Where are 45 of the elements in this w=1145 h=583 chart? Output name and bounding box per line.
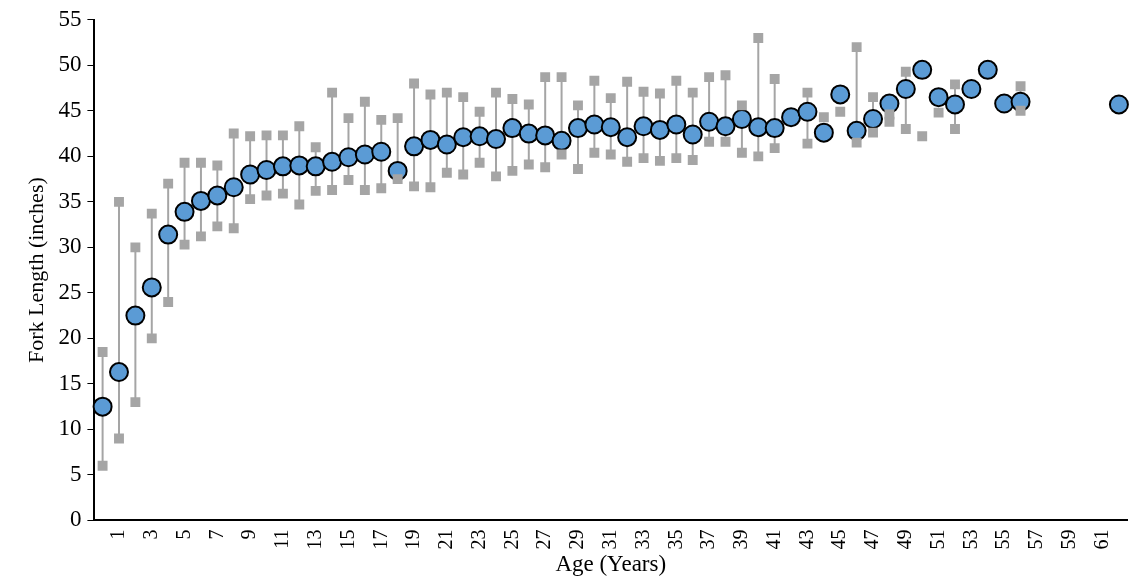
x-tick-label: 51: [925, 529, 948, 550]
y-tick-label: 55: [58, 5, 82, 31]
x-tick-label: 53: [958, 529, 981, 550]
x-tick-label: 29: [565, 529, 588, 550]
x-tick-label: 45: [827, 529, 850, 550]
x-tick-label: 7: [204, 529, 227, 540]
x-tick-label: 13: [302, 529, 325, 550]
x-tick-label: 49: [893, 529, 916, 550]
y-tick-label: 45: [58, 96, 82, 122]
y-tick-label: 50: [58, 51, 82, 77]
y-tick-label: 30: [58, 233, 82, 259]
x-tick-label: 17: [368, 529, 391, 550]
x-tick-label: 57: [1024, 529, 1047, 550]
x-tick-label: 35: [663, 529, 686, 550]
x-tick-label: 39: [729, 529, 752, 550]
x-tick-label: 25: [499, 529, 522, 550]
x-tick-label: 37: [696, 529, 719, 550]
x-tick-label: 47: [860, 529, 883, 550]
x-tick-label: 3: [139, 529, 162, 540]
y-tick-label: 10: [58, 415, 82, 441]
x-tick-label: 33: [630, 529, 653, 550]
x-tick-label: 31: [598, 529, 620, 550]
y-tick-label: 40: [58, 142, 82, 168]
y-tick-label: 35: [58, 187, 82, 213]
y-tick-label: 0: [69, 506, 82, 532]
x-tick-label: 19: [401, 529, 424, 550]
y-tick-label: 25: [58, 278, 82, 304]
y-tick-label: 15: [58, 369, 82, 395]
x-tick-label: 5: [171, 529, 194, 540]
x-tick-label: 15: [335, 529, 358, 550]
x-axis-title: Age (Years): [555, 551, 667, 577]
x-tick-label: 1: [106, 529, 129, 540]
y-tick-label: 5: [69, 460, 82, 486]
x-tick-label: 11: [270, 529, 293, 549]
x-tick-label: 41: [761, 529, 784, 550]
y-tick-label: 20: [58, 324, 82, 350]
x-tick-label: 55: [991, 529, 1014, 550]
x-tick-label: 9: [237, 529, 260, 540]
x-tick-label: 23: [466, 529, 489, 550]
x-tick-label: 21: [434, 529, 457, 550]
x-tick-label: 61: [1089, 529, 1112, 550]
x-tick-label: 27: [532, 529, 555, 550]
x-tick-label: 43: [794, 529, 817, 550]
x-tick-label: 59: [1056, 529, 1079, 550]
y-axis-title: Fork Length (inches): [22, 177, 48, 363]
